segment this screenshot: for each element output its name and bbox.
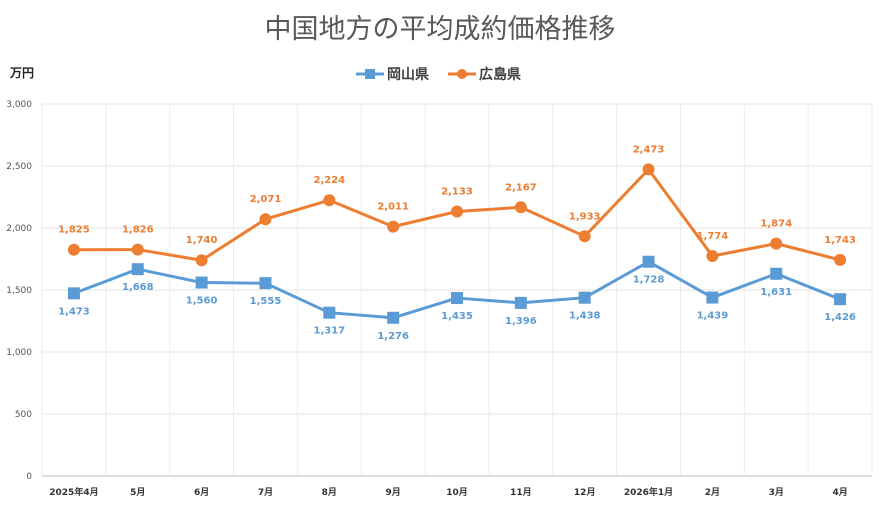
data-point-square — [770, 267, 783, 280]
data-point-circle — [770, 237, 783, 250]
y-tick-label: 1,500 — [6, 286, 32, 296]
data-point-square — [834, 293, 847, 306]
series-square: 1,473 1,668 1,560 1,555 1,317 1,276 1,435 1,396… — [58, 255, 856, 342]
data-label: 1,874 — [760, 219, 792, 230]
data-label: 1,826 — [122, 225, 154, 236]
data-label: 1,317 — [313, 326, 345, 337]
data-point-circle — [451, 205, 463, 218]
chart-title: 中国地方の平均成約価格推移 — [265, 14, 616, 45]
y-tick-label: 500 — [15, 410, 32, 420]
data-label: 1,276 — [377, 331, 409, 342]
data-point-square — [195, 276, 208, 289]
x-tick-label: 3月 — [769, 487, 784, 498]
data-label: 2,224 — [313, 175, 345, 186]
data-point-square — [514, 296, 527, 309]
data-label: 2,071 — [250, 194, 282, 205]
data-label: 1,555 — [250, 296, 282, 307]
y-tick-label: 0 — [26, 472, 32, 482]
data-point-circle — [259, 213, 272, 226]
y-axis-ticks: 0 500 1,000 1,500 2,000 2,500 3,000 — [6, 100, 32, 482]
gridlines — [41, 103, 873, 477]
data-label: 1,435 — [441, 311, 473, 322]
data-point-square — [387, 311, 400, 324]
legend: 岡山県 広島県 — [356, 66, 521, 83]
data-point-circle — [67, 243, 80, 256]
x-tick-label: 4月 — [832, 487, 847, 498]
data-label: 1,439 — [697, 311, 729, 322]
data-point-circle — [131, 243, 144, 256]
data-point-circle — [195, 254, 208, 267]
data-point-square — [642, 255, 655, 268]
data-label: 1,825 — [58, 225, 90, 236]
data-label: 1,396 — [505, 316, 537, 327]
legend-marker-circle — [457, 69, 467, 79]
x-tick-label: 6月 — [194, 487, 209, 498]
data-label: 1,728 — [633, 275, 665, 286]
data-point-square — [131, 263, 144, 276]
y-tick-label: 1,000 — [6, 348, 32, 358]
data-label: 1,473 — [58, 306, 90, 317]
legend-label: 広島県 — [479, 66, 521, 83]
legend-label: 岡山県 — [387, 67, 429, 83]
y-axis-unit: 万円 — [9, 66, 34, 80]
x-tick-label: 10月 — [446, 487, 468, 498]
data-label: 1,438 — [569, 311, 601, 322]
data-label: 1,631 — [760, 287, 792, 298]
series-circle: 1,825 1,826 1,740 2,071 2,224 2,011 2,133 2,167… — [58, 144, 856, 267]
data-label: 1,774 — [697, 231, 729, 242]
data-label: 1,740 — [186, 235, 218, 246]
data-point-circle — [578, 230, 591, 243]
data-label: 1,933 — [569, 211, 601, 222]
data-point-square — [259, 277, 272, 290]
y-tick-label: 3,000 — [6, 100, 32, 110]
data-point-square — [578, 291, 591, 304]
data-point-circle — [323, 194, 336, 207]
data-point-circle — [706, 250, 719, 263]
x-tick-label: 8月 — [322, 487, 337, 498]
x-tick-label: 2月 — [705, 487, 720, 498]
data-point-square — [706, 291, 719, 304]
data-point-circle — [387, 220, 400, 233]
y-tick-label: 2,000 — [6, 224, 32, 234]
x-tick-label: 12月 — [574, 487, 596, 498]
data-label: 1,743 — [824, 235, 856, 246]
x-axis-ticks: 2025年4月 5月 6月 7月 8月 9月 10月 11月 12月 2026年1月 2月 3月 4月 — [49, 486, 847, 498]
data-point-square — [67, 287, 80, 300]
y-tick-label: 2,500 — [6, 162, 32, 172]
series-layer: 1,473 1,668 1,560 1,555 1,317 1,276 1,435 1,396… — [58, 144, 856, 341]
x-tick-label: 2026年1月 — [624, 486, 673, 498]
x-tick-label: 11月 — [510, 487, 532, 498]
data-label: 2,167 — [505, 182, 537, 193]
data-label: 1,426 — [824, 312, 856, 323]
data-point-square — [451, 292, 463, 305]
data-point-circle — [642, 163, 655, 176]
data-point-square — [323, 306, 336, 319]
legend-marker-square — [365, 69, 375, 79]
x-tick-label: 5月 — [130, 487, 145, 498]
x-tick-label: 9月 — [386, 487, 401, 498]
data-label: 2,133 — [441, 187, 473, 198]
data-label: 1,560 — [186, 296, 218, 307]
data-label: 2,011 — [377, 202, 409, 213]
x-tick-label: 2025年4月 — [49, 486, 98, 498]
data-label: 1,668 — [122, 282, 154, 293]
data-point-circle — [834, 253, 847, 266]
x-tick-label: 7月 — [258, 487, 273, 498]
data-point-circle — [514, 201, 527, 214]
data-label: 2,473 — [633, 144, 665, 155]
